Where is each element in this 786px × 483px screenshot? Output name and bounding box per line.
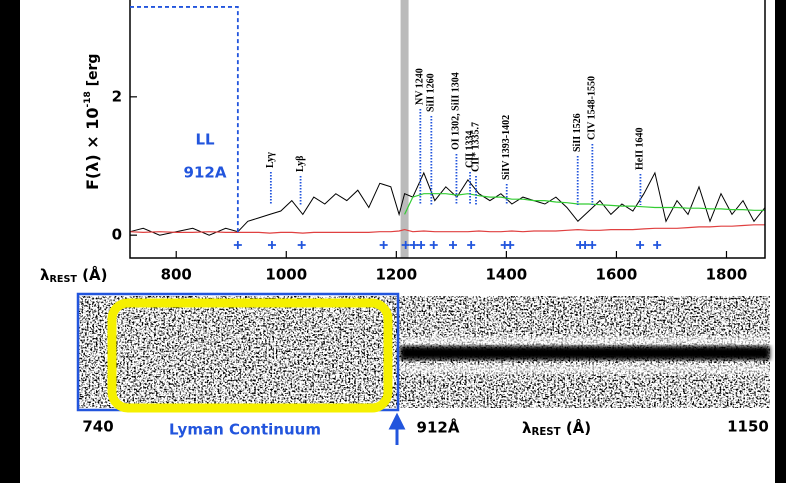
lyman-limit-label: LL [195,131,215,149]
y-tick-label: 2 [112,87,122,105]
line-id: SiII 1260 [426,73,437,112]
trace-halo [400,336,770,346]
feature-marker [636,241,645,249]
x-tick-label: 1600 [596,266,638,284]
feature-marker [233,241,242,249]
trace-halo [400,364,770,374]
image-edge-label: 912Å [417,418,460,437]
lya-band [400,0,409,258]
axis-label: λREST (Å) [40,265,107,286]
image-region-label: Lyman Continuum [169,421,321,439]
edge-arrow [388,412,406,445]
trace [400,346,770,360]
line-id: HeII 1640 [635,128,646,171]
feature-marker [429,241,438,249]
axis-frame [129,0,766,259]
feature-marker [588,241,597,249]
feature-marker [267,241,276,249]
feature-marker [401,241,410,249]
line-id: Lyβ [295,156,306,172]
series-line [129,224,765,234]
lyman-limit [130,6,239,236]
x-tick-label: 1800 [706,266,748,284]
line-id: Lyγ [265,152,276,168]
lyman-limit-label: 912A [184,164,227,182]
feature-marker [379,241,388,249]
line-id: OI 1302, SiII 1304 [451,72,462,150]
line-id: NV 1240 [415,68,426,105]
spectrum-plot: 800 1000 1200 1400 1600 1800 0 2 λREST (Å) F(λ) ×… [40,0,766,286]
feature-marker [417,241,426,249]
x-tick-label: 1400 [486,266,528,284]
feature-marker [467,241,476,249]
y-tick-label: 0 [112,226,122,244]
highlight [107,298,393,413]
image-left-label: 740 [82,418,113,436]
feature-marker [506,241,515,249]
axis-label: λREST (Å) [522,418,591,439]
feature-marker [449,241,458,249]
feature-marker [409,241,418,249]
x-tick-label: 1200 [375,266,417,284]
line-id: CII* 1335.7 [470,122,481,172]
feature-marker [581,241,590,249]
image-right-label: 1150 [727,418,769,436]
line-id: SiIV 1393-1402 [501,115,512,180]
line-id: SiII 1526 [572,113,583,152]
x-tick-label: 1000 [265,266,307,284]
spectrum-2d: 740 Lyman Continuum 912Å λREST (Å) 1150 [76,292,770,445]
feature-marker [297,241,306,249]
line-id: CIV 1548-1550 [587,76,598,140]
y-axis-label: F(λ) × 10-18 [erg [83,54,102,190]
feature-marker [653,241,662,249]
line-id: CII 1334 [464,130,475,168]
x-tick-label: 800 [161,266,192,284]
series-line [404,193,765,215]
